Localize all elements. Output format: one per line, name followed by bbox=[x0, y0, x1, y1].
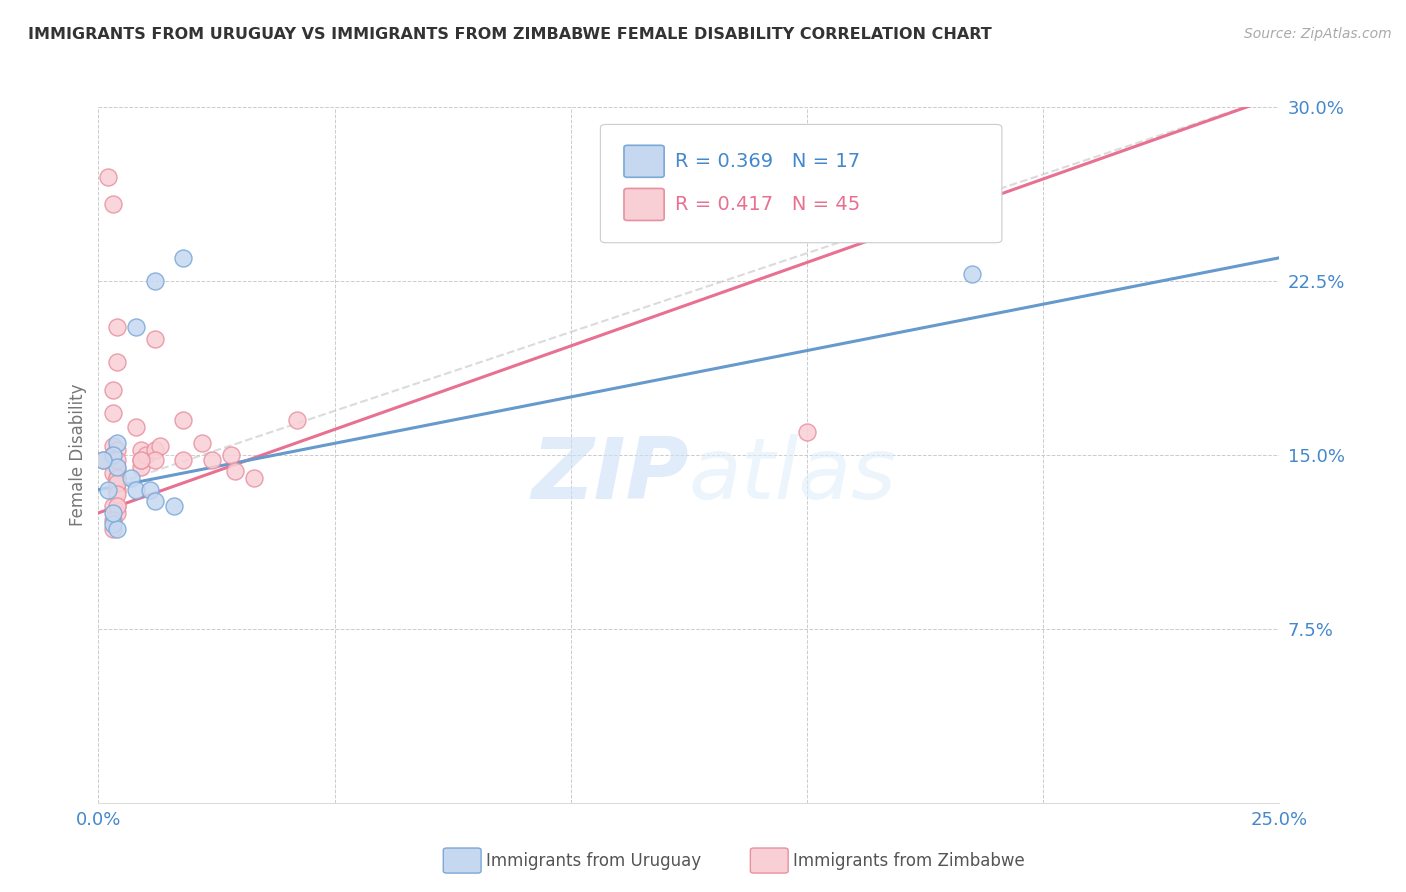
Point bbox=[101, 448, 124, 462]
Point bbox=[101, 448, 124, 462]
FancyBboxPatch shape bbox=[443, 848, 481, 873]
Point bbox=[105, 499, 128, 513]
Point bbox=[129, 459, 152, 474]
Point bbox=[243, 471, 266, 485]
Point bbox=[101, 439, 124, 453]
Text: R = 0.417   N = 45: R = 0.417 N = 45 bbox=[675, 195, 860, 214]
Point bbox=[105, 499, 128, 513]
Text: ZIP: ZIP bbox=[531, 434, 689, 517]
Point bbox=[143, 452, 166, 467]
Point bbox=[105, 443, 128, 458]
Point bbox=[129, 443, 152, 458]
Text: IMMIGRANTS FROM URUGUAY VS IMMIGRANTS FROM ZIMBABWE FEMALE DISABILITY CORRELATIO: IMMIGRANTS FROM URUGUAY VS IMMIGRANTS FR… bbox=[28, 27, 991, 42]
Point bbox=[172, 413, 194, 427]
Point bbox=[201, 452, 224, 467]
Point bbox=[129, 452, 152, 467]
Text: R = 0.369   N = 17: R = 0.369 N = 17 bbox=[675, 152, 860, 170]
Text: Immigrants from Zimbabwe: Immigrants from Zimbabwe bbox=[793, 852, 1025, 870]
Point bbox=[285, 413, 308, 427]
Point bbox=[191, 436, 214, 450]
Point bbox=[143, 494, 166, 508]
Point bbox=[91, 452, 114, 467]
Point bbox=[105, 483, 128, 497]
Point bbox=[135, 448, 157, 462]
Y-axis label: Female Disability: Female Disability bbox=[69, 384, 87, 526]
Point bbox=[105, 471, 128, 485]
Point bbox=[143, 443, 166, 458]
Text: Source: ZipAtlas.com: Source: ZipAtlas.com bbox=[1244, 27, 1392, 41]
Point bbox=[101, 406, 124, 420]
Point bbox=[129, 452, 152, 467]
Point bbox=[962, 267, 984, 281]
Point bbox=[105, 506, 128, 520]
Point bbox=[125, 320, 148, 334]
Point bbox=[101, 506, 124, 520]
Text: Immigrants from Uruguay: Immigrants from Uruguay bbox=[486, 852, 702, 870]
Point bbox=[105, 487, 128, 501]
FancyBboxPatch shape bbox=[751, 848, 789, 873]
Point bbox=[97, 483, 120, 497]
Point bbox=[172, 452, 194, 467]
Point bbox=[796, 425, 818, 439]
Point bbox=[105, 475, 128, 490]
Point bbox=[105, 355, 128, 369]
Point bbox=[224, 464, 246, 478]
Point bbox=[105, 320, 128, 334]
Point bbox=[139, 483, 162, 497]
Point bbox=[163, 499, 186, 513]
Point bbox=[105, 452, 128, 467]
Point bbox=[101, 513, 124, 527]
Point bbox=[105, 471, 128, 485]
Point bbox=[101, 517, 124, 532]
Point bbox=[101, 452, 124, 467]
Point bbox=[101, 197, 124, 211]
FancyBboxPatch shape bbox=[624, 145, 664, 178]
Point bbox=[105, 459, 128, 474]
Point bbox=[172, 251, 194, 265]
Point bbox=[219, 448, 242, 462]
Point bbox=[97, 169, 120, 184]
Point bbox=[125, 483, 148, 497]
Point bbox=[101, 522, 124, 536]
Point bbox=[105, 471, 128, 485]
Point bbox=[105, 436, 128, 450]
Text: atlas: atlas bbox=[689, 434, 897, 517]
Point bbox=[91, 452, 114, 467]
Point bbox=[143, 332, 166, 346]
Point bbox=[101, 383, 124, 397]
FancyBboxPatch shape bbox=[624, 188, 664, 220]
Point bbox=[121, 471, 143, 485]
Point bbox=[101, 499, 124, 513]
Point bbox=[125, 420, 148, 434]
FancyBboxPatch shape bbox=[600, 124, 1002, 243]
Point bbox=[143, 274, 166, 288]
Point bbox=[149, 439, 172, 453]
Point bbox=[105, 522, 128, 536]
Point bbox=[105, 462, 128, 476]
Point bbox=[101, 467, 124, 481]
